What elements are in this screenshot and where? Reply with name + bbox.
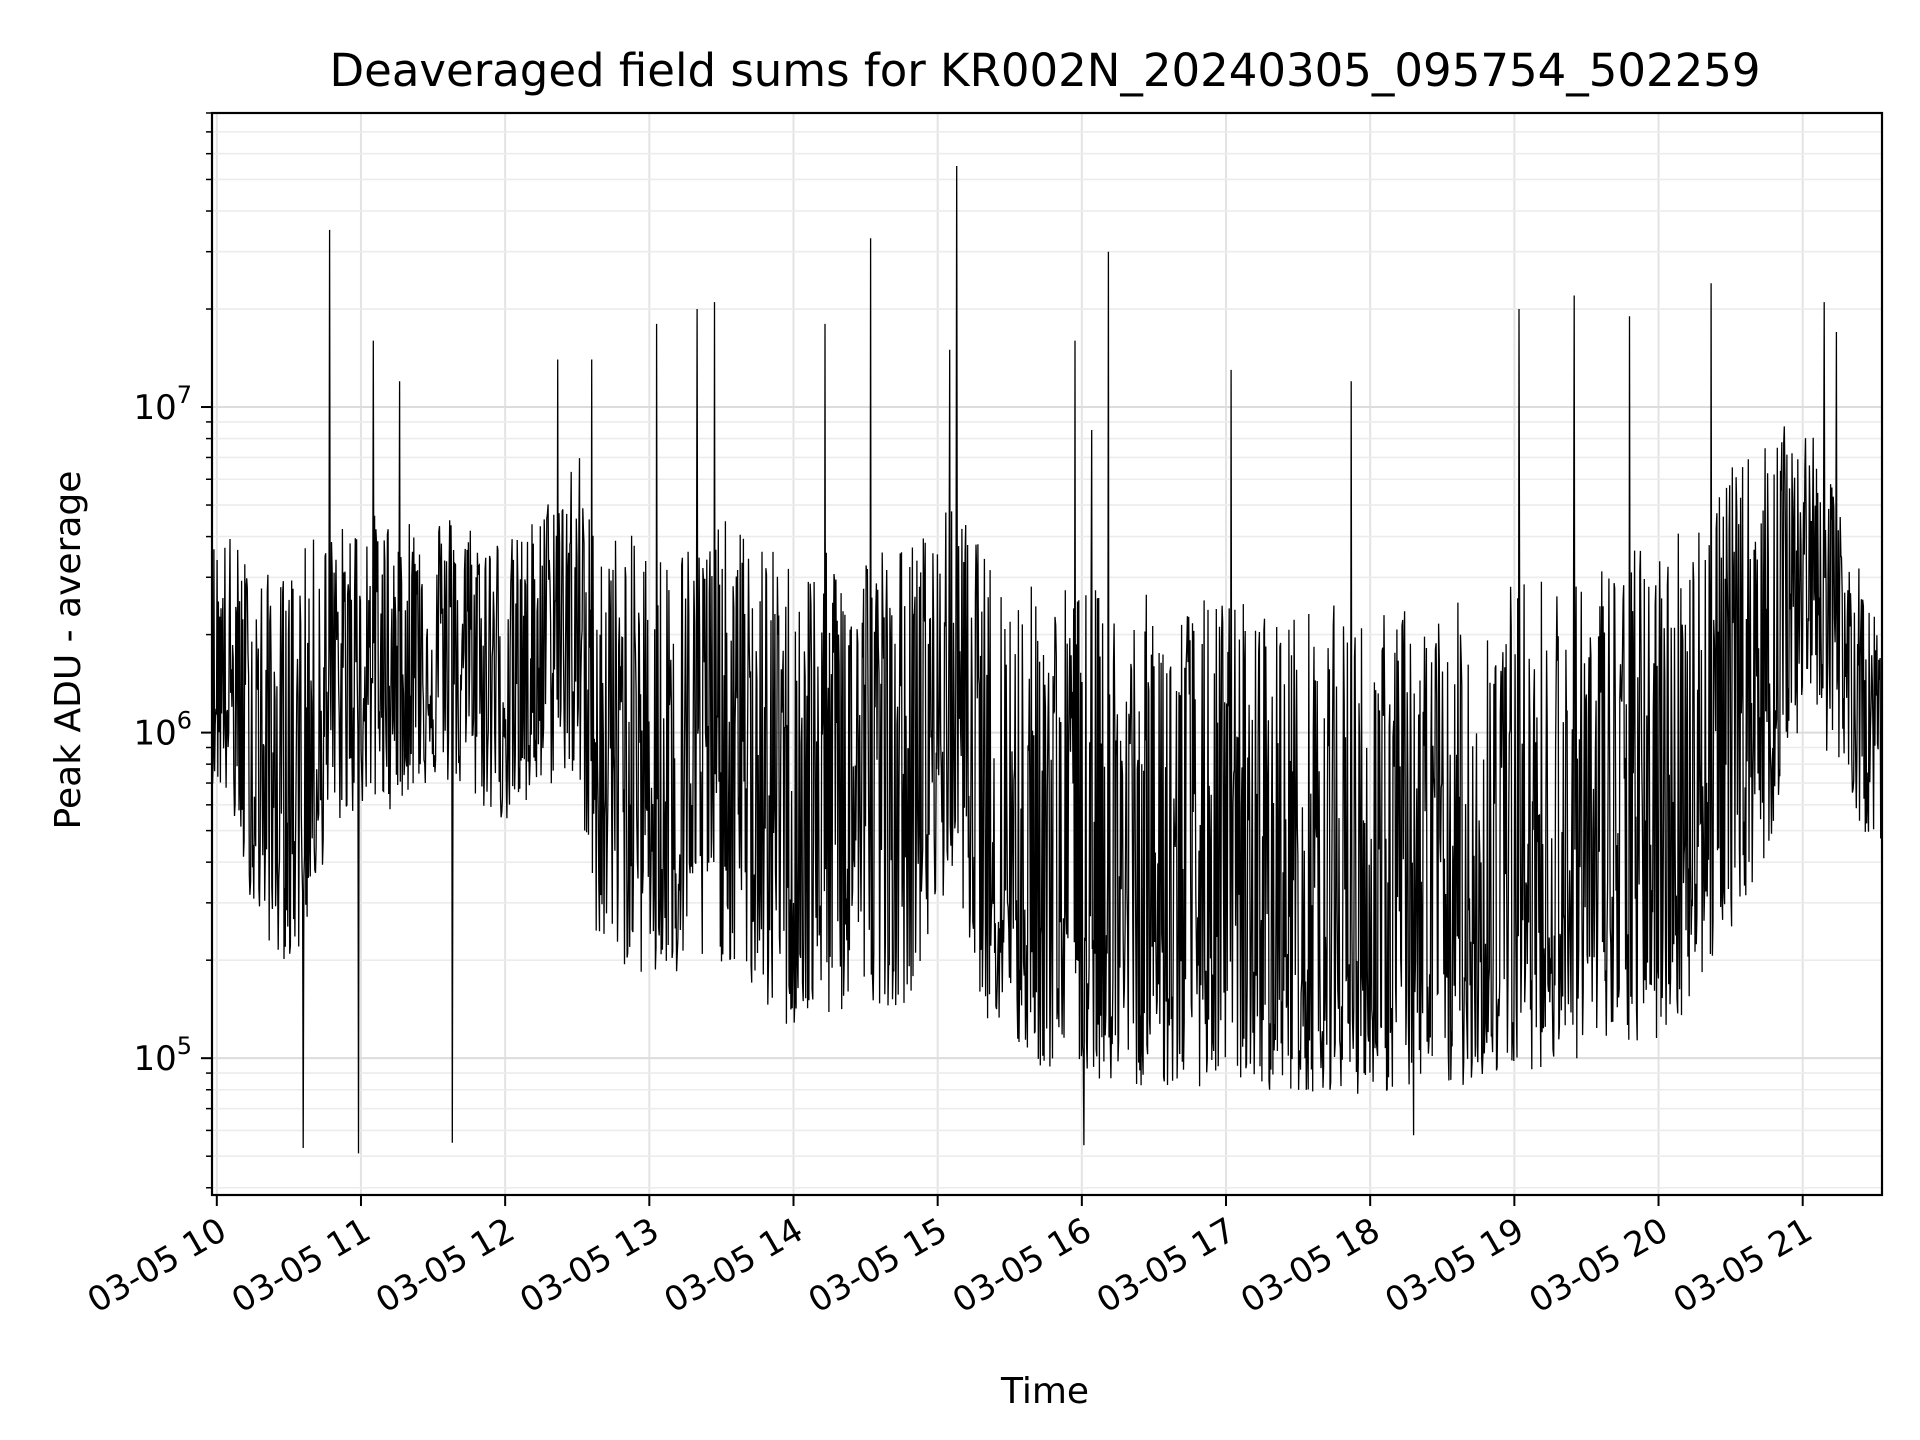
x-axis-label: Time xyxy=(1000,1371,1089,1412)
chart-title: Deaveraged field sums for KR002N_2024030… xyxy=(330,44,1761,97)
series-line xyxy=(211,165,1883,1154)
y-tick-label: 105 xyxy=(133,1032,192,1079)
y-tick-base: 10 xyxy=(133,388,176,428)
y-tick-label: 106 xyxy=(133,707,192,754)
plot-frame xyxy=(210,111,1884,1197)
y-tick-exponent: 7 xyxy=(177,381,192,409)
y-tick-exponent: 5 xyxy=(177,1032,192,1060)
series-group xyxy=(211,165,1883,1154)
y-axis-label: Peak ADU - average xyxy=(48,471,89,830)
y-tick-base: 10 xyxy=(133,1039,176,1079)
y-tick-label: 107 xyxy=(133,381,192,428)
y-tick-exponent: 6 xyxy=(177,707,192,735)
y-tick-base: 10 xyxy=(133,714,176,754)
